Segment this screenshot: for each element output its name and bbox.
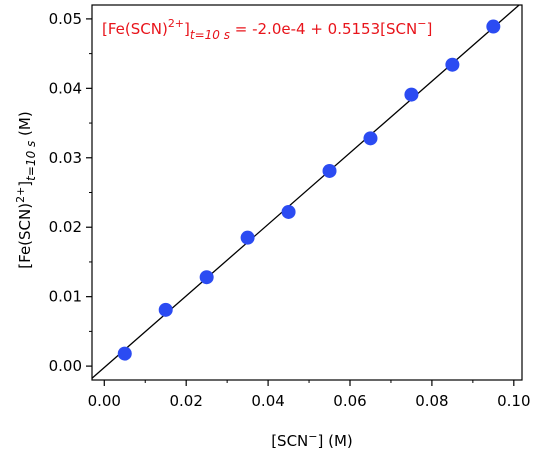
data-point-5 xyxy=(281,204,296,219)
plot-layer xyxy=(92,5,521,379)
data-point-2 xyxy=(158,302,173,317)
fit-equation-annotation: [Fe(SCN)2+]t=10 s = -2.0e-4 + 0.5153[SCN… xyxy=(102,17,432,42)
ticks-layer: 0.00 0.02 0.04 0.06 0.08 0.10 0.00 0.01 0.02 0.03… xyxy=(49,10,531,410)
data-point-8 xyxy=(404,87,419,102)
data-point-4 xyxy=(240,230,255,245)
x-tick-label: 0.00 xyxy=(88,392,121,410)
data-point-9 xyxy=(445,57,460,72)
x-tick-label: 0.08 xyxy=(415,392,448,410)
data-point-7 xyxy=(363,131,378,146)
y-axis-title: [Fe(SCN)2+]t=10 s (M) xyxy=(14,111,38,268)
x-axis-title: [SCN−] (M) xyxy=(271,430,353,450)
x-tick-label: 0.02 xyxy=(169,392,202,410)
y-tick-label: 0.04 xyxy=(49,79,82,97)
fit-line xyxy=(92,5,521,379)
x-tick-label: 0.06 xyxy=(333,392,366,410)
data-point-1 xyxy=(117,346,132,361)
data-point-3 xyxy=(199,270,214,285)
y-tick-label: 0.05 xyxy=(49,10,82,28)
y-tick-label: 0.03 xyxy=(49,149,82,167)
data-point-10 xyxy=(486,19,501,34)
plot-frame xyxy=(91,4,523,381)
y-tick-label: 0.00 xyxy=(49,357,82,375)
x-tick-label: 0.10 xyxy=(497,392,530,410)
x-tick-label: 0.04 xyxy=(251,392,284,410)
data-point-6 xyxy=(322,163,337,178)
y-tick-label: 0.02 xyxy=(49,218,82,236)
y-tick-label: 0.01 xyxy=(49,288,82,306)
